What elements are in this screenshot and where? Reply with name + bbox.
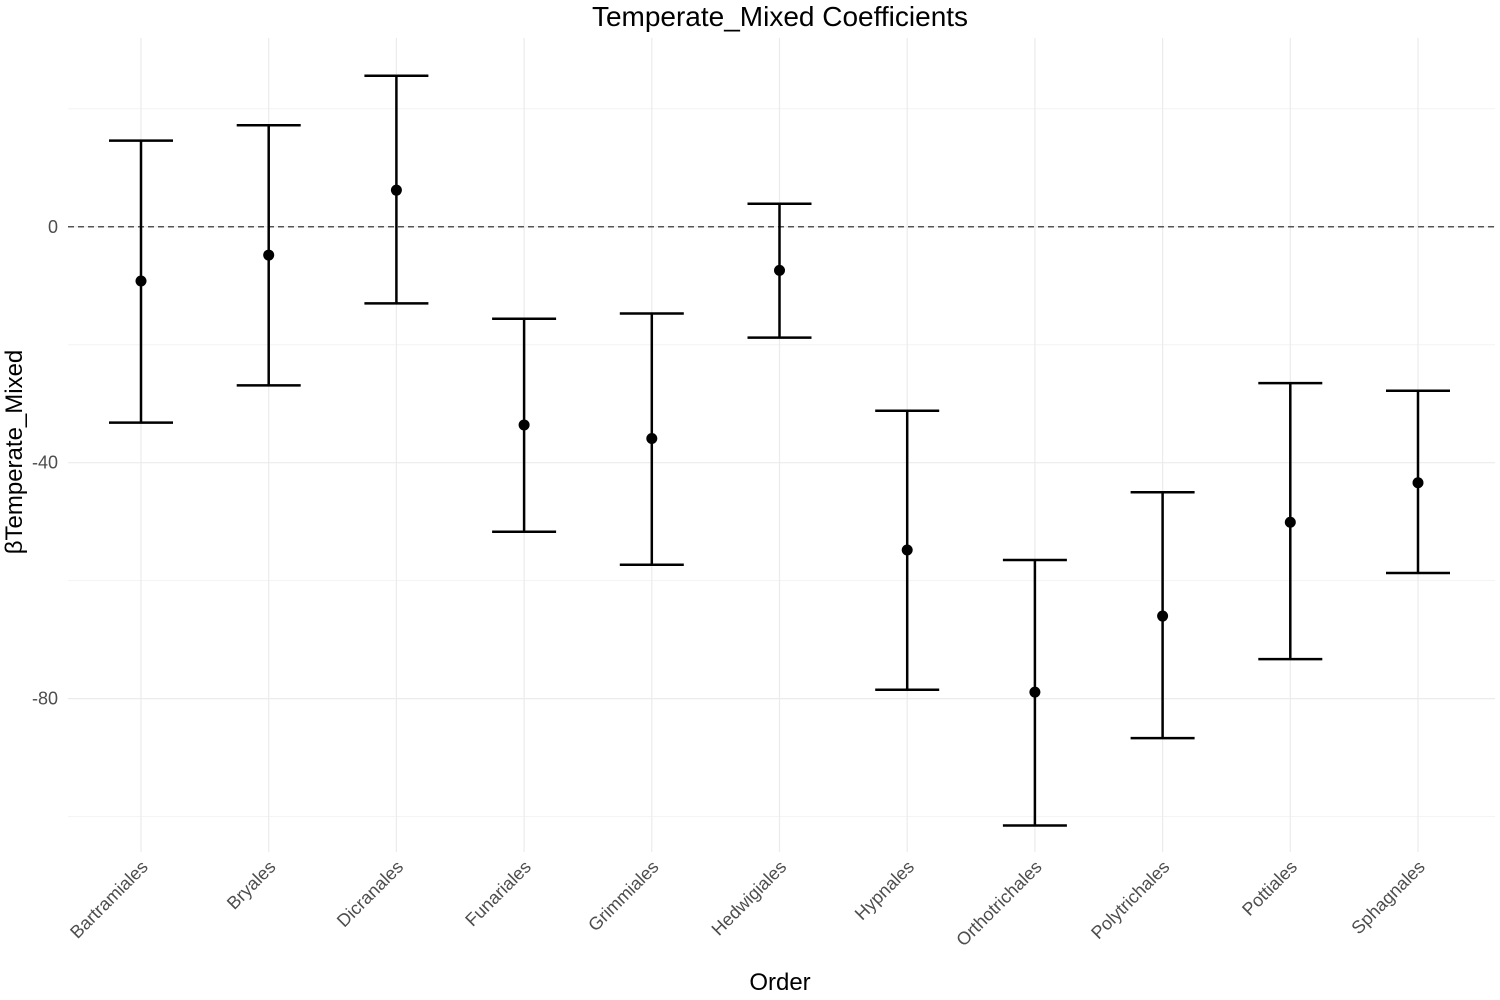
x-tick-label: Funariales bbox=[461, 857, 535, 931]
x-tick-label: Bartramiales bbox=[66, 857, 152, 943]
estimate-point bbox=[263, 249, 275, 261]
errorbar-hedwigiales bbox=[747, 202, 812, 339]
estimate-point bbox=[646, 433, 658, 445]
errorbar-dicranales bbox=[364, 74, 429, 305]
x-tick-label: Orthotrichales bbox=[952, 857, 1045, 950]
x-tick-label: Hypnales bbox=[851, 857, 918, 924]
estimate-point bbox=[135, 275, 147, 287]
x-tick-label: Dicranales bbox=[333, 857, 407, 931]
x-tick-label: Pottiales bbox=[1238, 857, 1301, 920]
estimate-point bbox=[901, 544, 913, 556]
errorbar-bartramiales bbox=[109, 139, 173, 424]
errorbar-grimmiales bbox=[619, 312, 684, 566]
y-axis-label: βTemperate_Mixed bbox=[1, 350, 28, 555]
x-tick-label: Grimmiales bbox=[584, 857, 662, 935]
x-tick-labels: Bartramiales Bryales Dicranales Funariales G… bbox=[66, 857, 1429, 950]
chart-title: Temperate_Mixed Coefficients bbox=[592, 1, 968, 32]
estimate-point bbox=[1029, 686, 1041, 698]
estimate-point bbox=[1284, 516, 1296, 528]
x-tick-label: Sphagnales bbox=[1347, 857, 1428, 938]
errorbar-hypnales bbox=[875, 409, 940, 692]
estimate-point bbox=[390, 184, 402, 196]
errorbar-bryales bbox=[236, 124, 301, 387]
errorbar-pottiales bbox=[1258, 381, 1323, 661]
y-tick-label: 0 bbox=[48, 217, 58, 237]
y-tick-label: -40 bbox=[32, 453, 58, 473]
estimate-point bbox=[518, 419, 530, 431]
x-axis-label: Order bbox=[749, 969, 810, 996]
errorbar-polytrichales bbox=[1130, 490, 1195, 740]
errorbar-funariales bbox=[492, 317, 557, 533]
y-tick-labels: 0 -40 -80 bbox=[32, 217, 58, 709]
errorbar-orthotrichales bbox=[1002, 558, 1067, 827]
grid-layer bbox=[68, 38, 1495, 852]
estimate-point bbox=[1412, 477, 1424, 489]
estimate-point bbox=[1157, 610, 1169, 622]
marks-layer bbox=[109, 74, 1450, 827]
errorbar-sphagnales bbox=[1386, 389, 1450, 575]
y-tick-label: -80 bbox=[32, 689, 58, 709]
x-tick-label: Hedwigiales bbox=[708, 857, 791, 940]
estimate-point bbox=[774, 264, 785, 276]
x-tick-label: Bryales bbox=[223, 857, 280, 914]
x-tick-label: Polytrichales bbox=[1087, 857, 1173, 943]
